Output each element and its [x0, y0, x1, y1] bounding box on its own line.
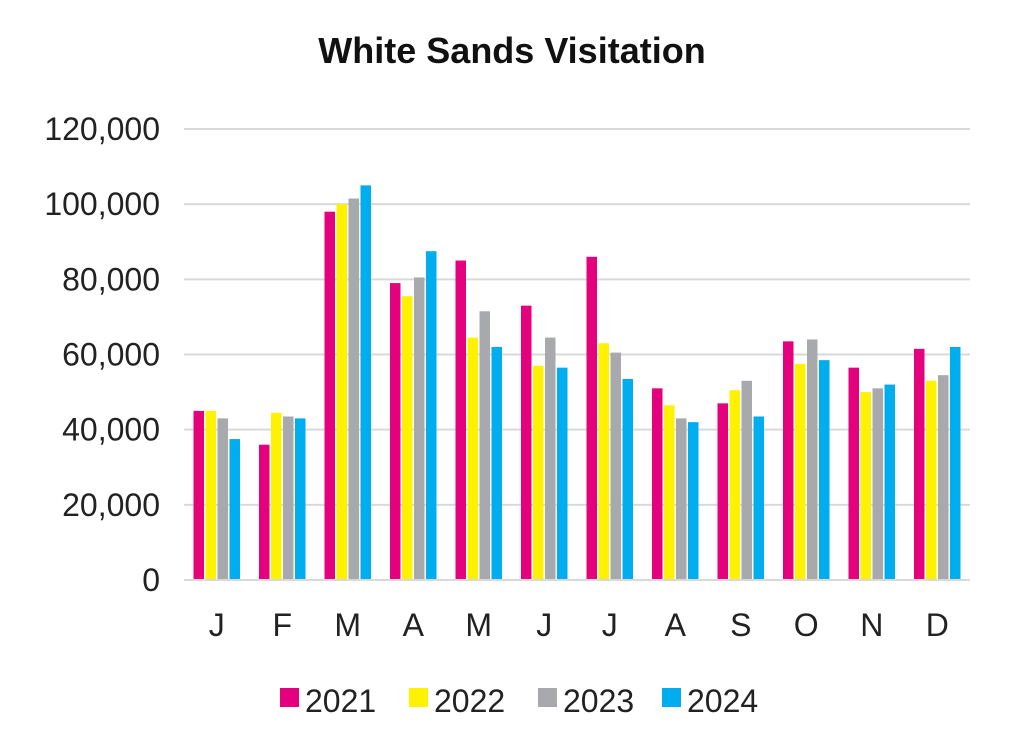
y-tick-label: 120,000 — [44, 111, 160, 147]
legend-swatch-2021 — [280, 688, 299, 707]
bar-2022-4 — [402, 296, 413, 580]
bar-2024-6 — [557, 367, 568, 580]
y-tick-label: 100,000 — [44, 186, 160, 222]
y-tick-label: 40,000 — [62, 412, 160, 448]
y-tick-label: 80,000 — [62, 261, 160, 297]
bar-2022-6 — [533, 365, 544, 580]
bar-2021-9 — [717, 403, 728, 580]
bar-2022-8 — [664, 405, 675, 580]
bar-2021-12 — [914, 348, 925, 580]
bar-2021-6 — [521, 305, 532, 580]
x-tick-label: M — [334, 607, 361, 643]
bar-2022-3 — [336, 204, 347, 580]
x-tick-label: N — [860, 607, 883, 643]
bar-2023-4 — [414, 277, 425, 580]
y-tick-label: 20,000 — [62, 487, 160, 523]
bar-2024-10 — [819, 360, 830, 580]
bar-2023-9 — [741, 380, 752, 580]
bar-2023-1 — [217, 418, 228, 580]
x-tick-label: J — [602, 607, 618, 643]
bars — [193, 185, 961, 581]
x-tick-label: F — [272, 607, 292, 643]
y-tick-label: 60,000 — [62, 337, 160, 373]
x-tick-label: S — [730, 607, 751, 643]
legend-swatch-2022 — [409, 688, 428, 707]
bar-2023-3 — [348, 198, 359, 580]
bar-2023-12 — [938, 375, 949, 580]
bar-2023-7 — [610, 352, 621, 580]
bar-2024-2 — [295, 418, 306, 580]
legend-label-2024: 2024 — [687, 683, 758, 719]
bar-2024-8 — [688, 422, 699, 580]
bar-2023-10 — [807, 339, 818, 580]
y-tick-label: 0 — [142, 562, 160, 598]
x-tick-label: A — [665, 607, 687, 643]
bar-2024-11 — [884, 384, 895, 580]
x-tick-label: O — [794, 607, 819, 643]
bar-2023-11 — [872, 388, 883, 580]
bar-2021-8 — [652, 388, 663, 580]
y-axis-ticks: 0 20,000 40,000 60,000 80,000 100,000 120,000 — [44, 111, 160, 598]
x-tick-label: D — [926, 607, 949, 643]
bar-2021-11 — [848, 367, 859, 580]
bar-2022-2 — [271, 412, 282, 580]
bar-2022-5 — [467, 337, 478, 580]
bar-2021-3 — [324, 211, 335, 580]
bar-2022-10 — [795, 363, 806, 580]
bar-2023-5 — [479, 311, 490, 580]
legend-label-2021: 2021 — [305, 683, 376, 719]
bar-2024-12 — [950, 346, 961, 580]
x-tick-label: J — [536, 607, 552, 643]
bar-2021-1 — [193, 410, 204, 580]
legend: 2021 2022 2023 2024 — [280, 683, 758, 719]
bar-2022-7 — [598, 343, 609, 580]
bar-2024-3 — [360, 185, 371, 580]
bar-2023-8 — [676, 418, 687, 580]
bar-2024-1 — [229, 439, 240, 580]
bar-2021-10 — [783, 341, 794, 580]
bar-2024-9 — [753, 416, 764, 580]
chart-title: White Sands Visitation — [318, 30, 705, 71]
bar-2022-1 — [205, 410, 216, 580]
legend-swatch-2023 — [538, 688, 557, 707]
bar-2024-5 — [491, 346, 502, 580]
bar-2021-4 — [390, 283, 401, 580]
grid-lines — [184, 128, 970, 506]
x-tick-label: J — [209, 607, 225, 643]
bar-2021-5 — [455, 260, 466, 580]
bar-2023-2 — [283, 416, 294, 580]
bar-2024-7 — [622, 378, 633, 580]
bar-2021-2 — [259, 444, 270, 580]
legend-swatch-2024 — [662, 688, 681, 707]
bar-2022-11 — [860, 392, 871, 580]
legend-label-2022: 2022 — [434, 683, 505, 719]
legend-label-2023: 2023 — [563, 683, 634, 719]
x-tick-label: A — [403, 607, 425, 643]
bar-2021-7 — [586, 256, 597, 580]
bar-2023-6 — [545, 337, 556, 580]
x-tick-label: M — [465, 607, 492, 643]
bar-2022-12 — [926, 380, 937, 580]
bar-2022-9 — [729, 390, 740, 580]
bar-2024-4 — [426, 251, 437, 581]
